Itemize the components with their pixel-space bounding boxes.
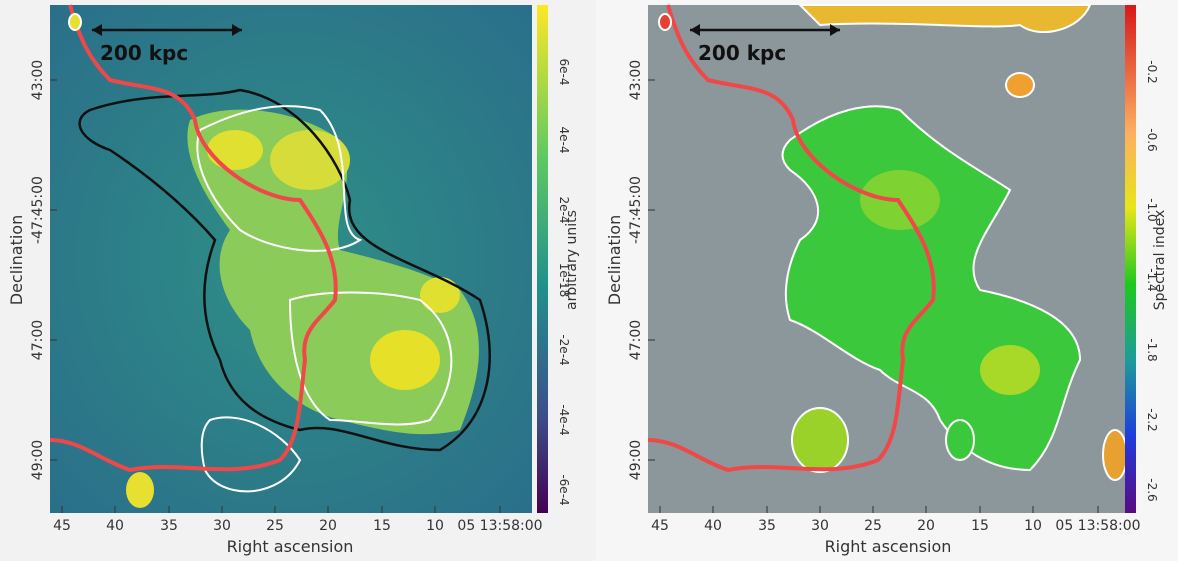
x-tick-label: 10 — [426, 518, 444, 534]
x-tick-label: 40 — [106, 518, 124, 534]
x-tick-label: 25 — [266, 518, 284, 534]
colorbar-tick-label: -2e-4 — [557, 334, 571, 365]
emission — [1005, 72, 1035, 98]
x-tick-label: 10 — [1024, 518, 1042, 534]
colorbar-tick-label: 6e-4 — [557, 59, 571, 86]
emission — [420, 277, 460, 313]
emission — [945, 419, 975, 461]
emission — [270, 130, 350, 190]
boundary-line — [647, 4, 936, 473]
x-axis-label: Right ascension — [227, 537, 354, 556]
x-tick-label: 15 — [373, 518, 391, 534]
emission — [370, 330, 440, 390]
y-axis-label: Declination — [7, 215, 26, 305]
x-tick-label: 25 — [864, 518, 882, 534]
colorbar-tick-label: 1e-18 — [557, 263, 571, 298]
y-tick-label: 43:00 — [30, 60, 46, 100]
contour — [200, 416, 302, 493]
x-tick-label: 05 13:58:00 — [457, 518, 542, 534]
colorbar — [1125, 5, 1136, 513]
contour — [196, 105, 453, 426]
colorbar-label: arbitrary units — [564, 210, 580, 310]
x-tick-label: 30 — [213, 518, 231, 534]
boundary-line — [49, 4, 338, 473]
y-tick-label: 47:00 — [628, 320, 644, 360]
colorbar-tick-label: 4e-4 — [557, 127, 571, 154]
y-tick-label: 49:00 — [628, 440, 644, 480]
colorbar-tick-label: -0.6 — [1145, 128, 1159, 151]
y-tick-label: 43:00 — [628, 60, 644, 100]
colorbar-tick-label: 2e-4 — [557, 197, 571, 224]
y-tick-label: -47:45:00 — [30, 176, 46, 244]
emission — [980, 345, 1040, 395]
colorbar-tick-label: -6e-4 — [557, 474, 571, 505]
left-map — [49, 4, 532, 513]
emission — [1102, 429, 1128, 481]
x-tick-label: 15 — [971, 518, 989, 534]
colorbar-label: Spectral index — [1152, 210, 1168, 311]
x-tick-label: 20 — [319, 518, 337, 534]
x-tick-label: 35 — [160, 518, 178, 534]
colorbar-tick-label: -1.4 — [1145, 268, 1159, 291]
y-axis-label: Declination — [605, 215, 624, 305]
colorbar-tick-label: -4e-4 — [557, 404, 571, 435]
scale-label: 200 kpc — [100, 41, 188, 65]
y-tick-label: 49:00 — [30, 440, 46, 480]
colorbar-tick-label: -0.2 — [1145, 60, 1159, 83]
x-tick-label: 45 — [53, 518, 71, 534]
emission — [68, 13, 82, 31]
emission — [797, 4, 1092, 34]
emission — [791, 407, 849, 473]
emission — [658, 13, 672, 31]
contour — [78, 88, 491, 452]
y-tick-label: 47:00 — [30, 320, 46, 360]
scale-label: 200 kpc — [698, 41, 786, 65]
x-tick-label: 30 — [811, 518, 829, 534]
x-tick-label: 35 — [758, 518, 776, 534]
colorbar-tick-label: -2.2 — [1145, 408, 1159, 431]
colorbar-tick-label: -1.0 — [1145, 198, 1159, 221]
x-tick-label: 45 — [651, 518, 669, 534]
colorbar — [537, 5, 548, 513]
x-tick-label: 05 13:58:00 — [1055, 518, 1140, 534]
right-map — [647, 4, 1128, 513]
colorbar-tick-label: -2.6 — [1145, 478, 1159, 501]
emission — [126, 472, 154, 508]
x-tick-label: 40 — [704, 518, 722, 534]
colorbar-tick-label: -1.8 — [1145, 338, 1159, 361]
y-tick-label: -47:45:00 — [628, 176, 644, 244]
emission — [207, 130, 263, 170]
x-tick-label: 20 — [917, 518, 935, 534]
x-axis-label: Right ascension — [825, 537, 952, 556]
